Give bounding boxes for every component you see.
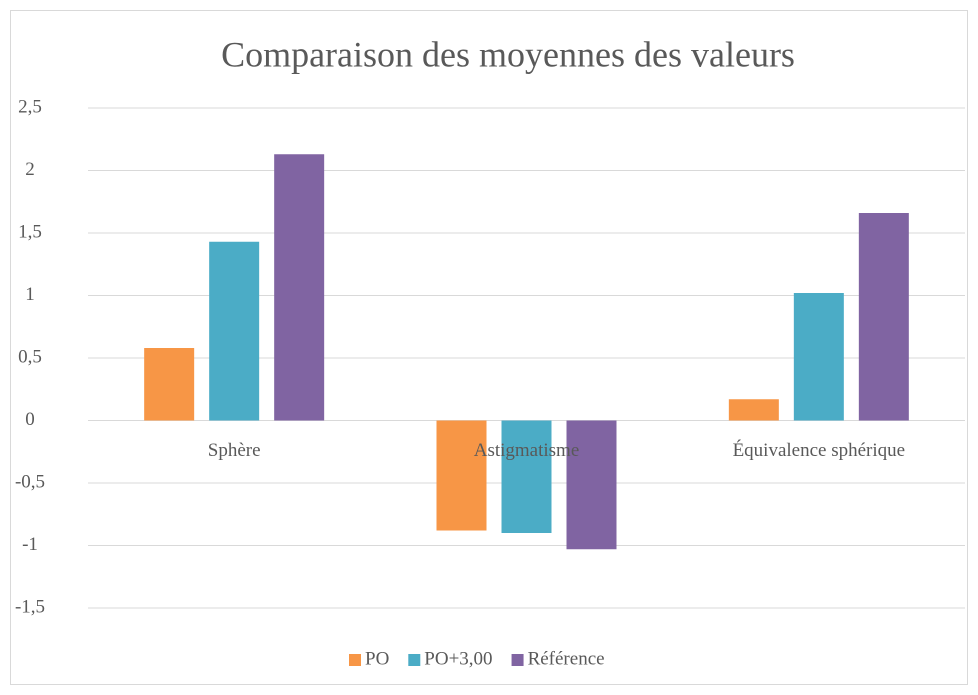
y-tick-label: 2: [25, 159, 35, 180]
legend-swatch: [511, 654, 524, 666]
x-tick-label: Équivalence sphérique: [733, 439, 906, 461]
bar: [144, 348, 195, 421]
y-tick-label: 2,5: [18, 96, 42, 117]
legend-label: Référence: [528, 648, 605, 669]
bar: [566, 420, 617, 550]
chart-title: Comparaison des moyennes des valeurs: [221, 34, 795, 74]
y-tick-label: 0,5: [18, 346, 42, 367]
x-tick-label: Sphère: [208, 440, 261, 461]
bar: [728, 399, 779, 421]
bar: [436, 420, 487, 531]
legend-swatch: [408, 654, 421, 666]
y-tick-label: -1,5: [15, 596, 45, 617]
y-tick-label: 1,5: [18, 221, 42, 242]
bar: [274, 154, 325, 421]
y-tick-label: 1: [25, 284, 35, 305]
y-tick-label: 0: [25, 409, 35, 430]
bar: [209, 241, 260, 421]
bar: [858, 213, 909, 421]
bar: [501, 420, 552, 533]
legend-swatch: [349, 654, 361, 666]
legend-label: PO: [365, 648, 389, 669]
x-tick-label: Astigmatisme: [474, 440, 580, 461]
bar: [793, 293, 844, 421]
y-tick-label: -0,5: [15, 471, 45, 492]
y-tick-label: -1: [22, 534, 38, 555]
legend-label: PO+3,00: [424, 648, 492, 669]
